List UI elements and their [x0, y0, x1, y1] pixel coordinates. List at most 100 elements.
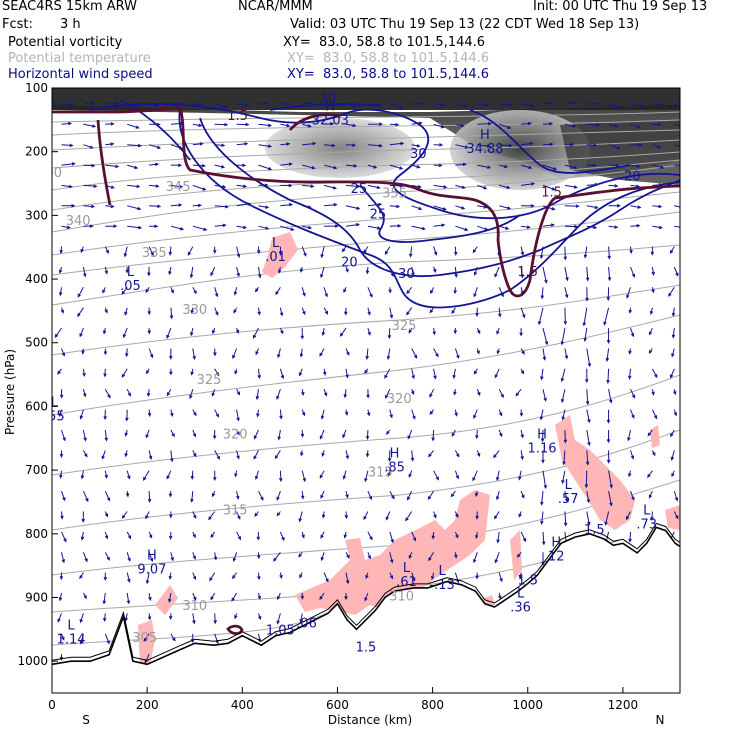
extremum-value: .55 [44, 409, 65, 424]
extremum-type: H [390, 446, 400, 461]
wind-contour [89, 103, 680, 220]
wind-label: 25 [351, 182, 368, 197]
wind-vector [104, 470, 108, 479]
wind-vector [146, 368, 150, 375]
wind-vector [496, 327, 500, 335]
extra-label: 1.5 [584, 523, 605, 538]
wind-vector [257, 368, 261, 380]
wind-vector [256, 552, 261, 560]
wind-vector [493, 511, 500, 520]
wind-vector [496, 348, 501, 355]
wind-vector [387, 450, 392, 463]
model-name: SEAC4RS 15km ARW [2, 0, 138, 14]
y-tick-label: 700 [25, 463, 48, 477]
wind-vector [127, 123, 140, 129]
x-tick-label: 800 [421, 698, 444, 712]
wind-vector [277, 348, 281, 359]
wind-vector [586, 511, 591, 526]
wind-vector [101, 450, 106, 460]
axes: 0 200 400 600 800 1000 1200 100 200 300 400 500 600 7… [17, 81, 638, 712]
field-xy-theta: XY= 83.0, 58.8 to 101.5,144.6 [287, 51, 490, 66]
wind-vector [82, 450, 88, 458]
wind-vector [126, 552, 131, 562]
wind-vector [121, 287, 128, 295]
wind-vector [608, 144, 621, 150]
wind-vector [608, 123, 619, 128]
wind-vector [79, 572, 84, 580]
wind-vector [321, 450, 325, 458]
theta-label: 305 [132, 631, 157, 646]
wind-vector [496, 470, 500, 482]
wind-vector [192, 450, 197, 458]
wind-vector [61, 348, 66, 357]
wind-vector [257, 572, 261, 581]
wind-vector [79, 409, 84, 420]
wind-vector [57, 368, 62, 375]
wind-vector [563, 429, 568, 444]
wind-vector [520, 103, 535, 108]
wind-vector [405, 511, 413, 522]
wind-vector [192, 142, 204, 146]
wind-vector [365, 348, 369, 361]
wind-vector [674, 164, 680, 166]
wind-vector [125, 266, 129, 274]
wind-vector [411, 205, 423, 210]
wind-vector [321, 328, 326, 337]
wind-vector [277, 266, 282, 274]
theta-label: 320 [223, 427, 248, 442]
wind-vector [298, 552, 303, 558]
wind-vector [105, 142, 115, 146]
wind-vector [192, 429, 197, 438]
wind-vector [386, 429, 391, 435]
wind-vector [564, 224, 579, 229]
wind-vector [433, 143, 444, 147]
wind-vector [586, 182, 599, 187]
wind-vector [301, 409, 306, 417]
wind-label: 25 [370, 208, 387, 223]
wind-vector [564, 287, 569, 299]
wind-vector [389, 141, 405, 146]
wind-vector [586, 429, 591, 447]
wind-vector [564, 348, 569, 360]
x-tick-label: 1200 [608, 698, 639, 712]
wind-vector [474, 490, 479, 498]
wind-vector [453, 389, 457, 396]
wind-vector [342, 429, 347, 439]
wind-vector [324, 122, 335, 126]
wind-vector [344, 593, 348, 601]
wind-vector [211, 490, 216, 498]
wind-vector [61, 531, 67, 543]
wind-vector [344, 511, 349, 520]
wind-vector [455, 144, 469, 149]
wind-vector [498, 307, 502, 318]
theta-contour [52, 191, 680, 256]
wind-vector [301, 531, 305, 539]
wind-vector [476, 327, 481, 335]
wind-vector [562, 450, 566, 466]
wind-vector [211, 389, 216, 397]
wind-vector [630, 266, 636, 278]
wind-vector [319, 429, 325, 440]
wind-vector [299, 266, 304, 273]
wind-vector [673, 389, 677, 396]
wind-vector [363, 246, 369, 254]
wind-vector [433, 348, 439, 358]
wind-vector [170, 184, 184, 189]
wind-vector [606, 429, 611, 444]
wind-vector [583, 328, 588, 343]
wind-vector [389, 531, 394, 544]
wind-vector [127, 103, 140, 108]
wind-vector [192, 163, 206, 168]
wind-vector [233, 307, 238, 314]
wind-vector [541, 531, 546, 546]
wind-vector [586, 101, 602, 106]
wind-vector [364, 592, 369, 602]
wind-vector [302, 123, 312, 128]
wind-vector [149, 122, 161, 127]
init-time: Init: 00 UTC Thu 19 Sep 13 [533, 0, 708, 14]
wind-vector [582, 307, 588, 327]
wind-vector [61, 184, 74, 189]
wind-vector [564, 101, 578, 105]
wind-vector [564, 266, 569, 282]
wind-vector [607, 266, 612, 282]
